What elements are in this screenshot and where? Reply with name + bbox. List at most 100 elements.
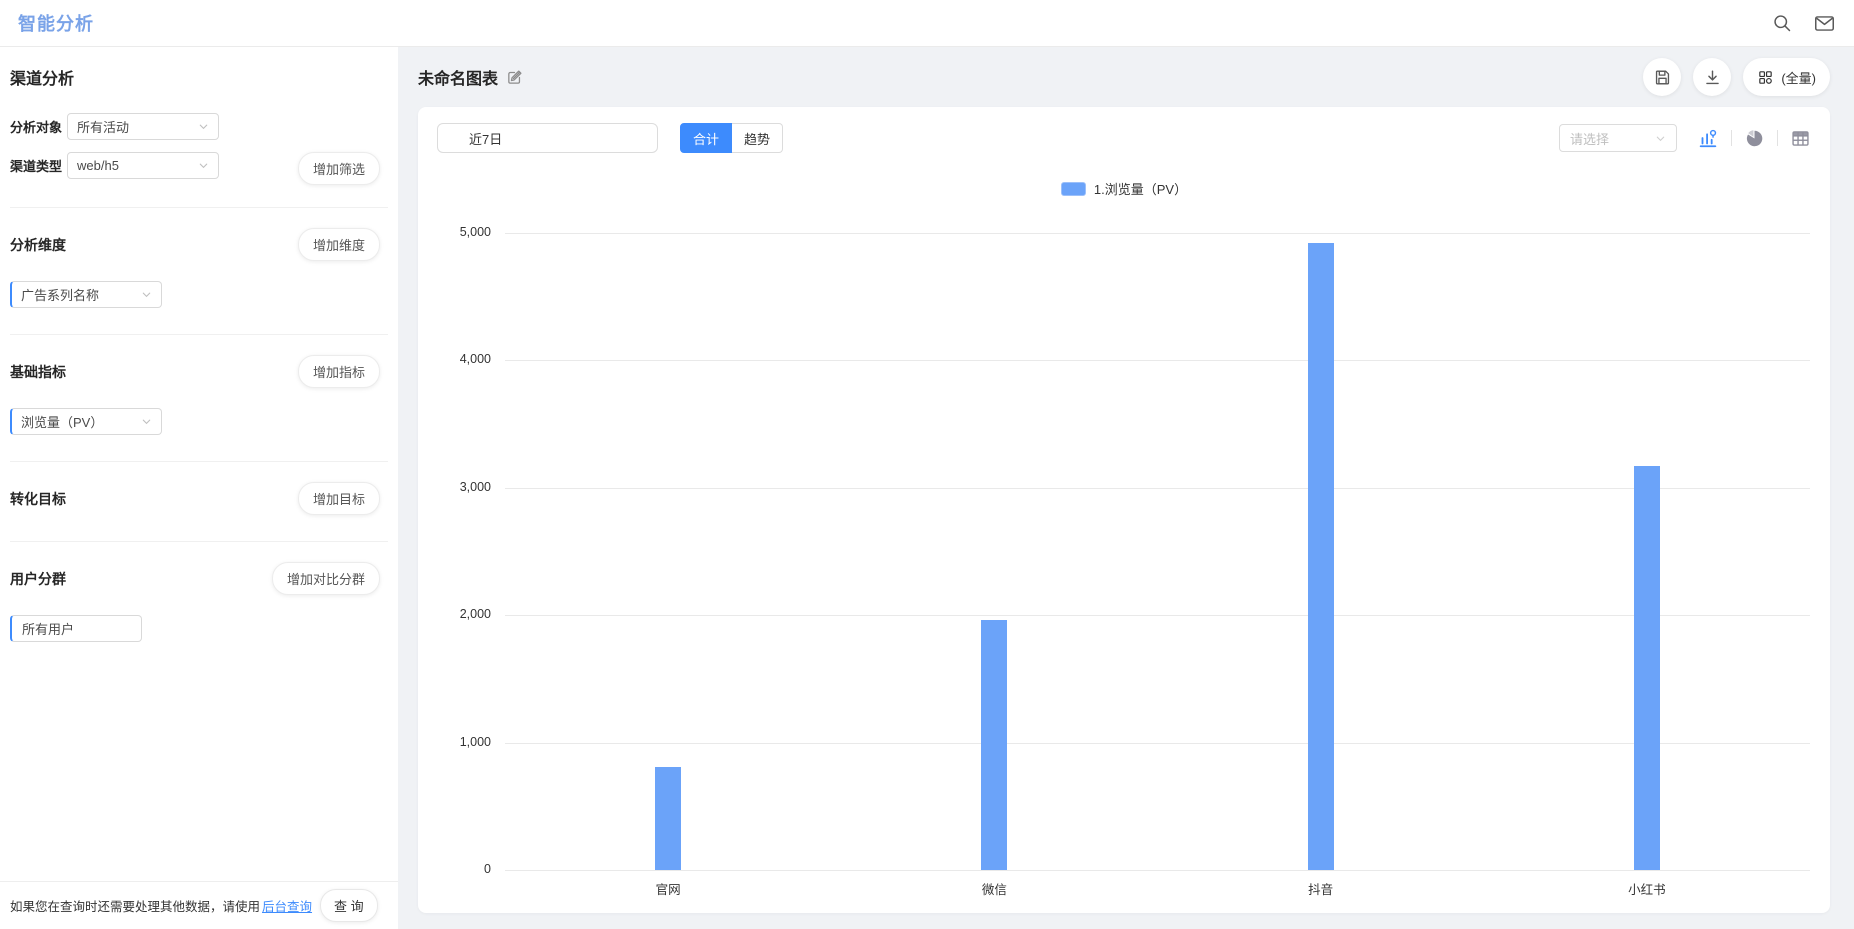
channel-type-value: web/h5 [77, 158, 119, 173]
add-metric-button[interactable]: 增加指标 [297, 355, 380, 388]
gridline: 2,000 [460, 607, 1810, 621]
legend-color-chip [1060, 181, 1086, 196]
cohort-body: 所有用户 [10, 615, 388, 642]
bar-band: 抖音 [1158, 233, 1484, 897]
cohort-title: 用户分群 [10, 570, 66, 587]
edit-icon[interactable] [506, 69, 523, 86]
cohort-value: 所有用户 [22, 622, 75, 637]
save-icon [1653, 68, 1672, 87]
x-axis-label: 官网 [655, 883, 681, 897]
bar-band: 官网 [505, 233, 831, 897]
chevron-down-icon [198, 160, 209, 171]
mail-icon[interactable] [1813, 13, 1836, 34]
sidebar-title: 渠道分析 [10, 71, 75, 88]
y-axis-tick: 0 [484, 862, 491, 876]
divider [10, 334, 388, 335]
pie-chart-icon[interactable] [1744, 128, 1765, 149]
tab-trend[interactable]: 趋势 [732, 123, 784, 153]
main-area: 未命名图表 [398, 47, 1854, 929]
analysis-object-value: 所有活动 [77, 120, 130, 135]
chevron-down-icon [141, 416, 152, 427]
y-axis-tick: 4,000 [459, 352, 491, 367]
channel-type-select[interactable]: web/h5 [67, 152, 219, 179]
bar-weixin[interactable] [981, 620, 1008, 870]
gridline: 1,000 [460, 735, 1810, 749]
goal-title: 转化目标 [10, 490, 66, 507]
query-button[interactable]: 查 询 [320, 889, 378, 922]
metric-section-head: 基础指标 增加指标 [10, 355, 388, 388]
chevron-down-icon [1655, 133, 1666, 144]
y-axis-tick: 1,000 [459, 734, 491, 749]
bar-chart-icon[interactable] [1697, 127, 1719, 149]
analysis-object-row: 分析对象 所有活动 [10, 113, 388, 140]
x-axis-label: 小红书 [1628, 883, 1666, 897]
backend-query-link[interactable]: 后台查询 [262, 900, 313, 914]
gridline: 3,000 [460, 480, 1810, 494]
bar-band: 微信 [831, 233, 1157, 897]
table-icon[interactable] [1790, 128, 1811, 149]
full-data-label: (全量) [1781, 70, 1816, 86]
bar-band: 小红书 [1484, 233, 1810, 897]
series-select-placeholder: 请选择 [1570, 131, 1610, 147]
dimension-value: 广告系列名称 [21, 288, 100, 303]
cohort-section-head: 用户分群 增加对比分群 [10, 562, 388, 595]
chevron-down-icon [141, 289, 152, 300]
app-header: 智能分析 [0, 0, 1854, 47]
grid-icon [1757, 69, 1774, 86]
legend-label: 1.浏览量（PV） [1093, 182, 1188, 197]
date-range-input[interactable] [437, 123, 658, 153]
metric-title: 基础指标 [10, 363, 66, 380]
gridline: 5,000 [460, 225, 1810, 239]
x-axis-label: 微信 [981, 883, 1007, 897]
series-select[interactable]: 请选择 [1559, 124, 1677, 152]
bar-guanwang[interactable] [655, 766, 682, 870]
y-axis-tick: 5,000 [459, 225, 491, 239]
sidebar-footer: 如果您在查询时还需要处理其他数据，请使用 后台查询 查 询 [0, 881, 398, 929]
bar-douyin[interactable] [1307, 243, 1334, 870]
metric-value: 浏览量（PV） [21, 415, 104, 430]
y-axis-tick: 3,000 [459, 479, 491, 494]
header-icons [1772, 13, 1836, 34]
chart-type-group [1697, 127, 1811, 149]
metric-select[interactable]: 浏览量（PV） [10, 408, 162, 435]
divider [1777, 130, 1778, 146]
divider [1731, 130, 1732, 146]
cohort-value-box[interactable]: 所有用户 [10, 615, 142, 642]
chart-title: 未命名图表 [418, 71, 499, 88]
dimension-body: 广告系列名称 [10, 281, 388, 308]
add-filter-button[interactable]: 增加筛选 [297, 152, 380, 185]
metric-body: 浏览量（PV） [10, 408, 388, 435]
divider [10, 461, 388, 462]
chart-legend[interactable]: 1.浏览量（PV） [418, 179, 1830, 198]
add-dimension-button[interactable]: 增加维度 [297, 228, 380, 261]
save-button[interactable] [1643, 58, 1682, 96]
dimension-select[interactable]: 广告系列名称 [10, 281, 162, 308]
tab-total[interactable]: 合计 [680, 123, 733, 153]
sidebar-channel-analysis: 渠道分析 分析对象 所有活动 渠道类型 web/h5 增加筛选 分析维度 增加维… [0, 47, 398, 929]
divider [10, 541, 388, 542]
chevron-down-icon [198, 121, 209, 132]
add-goal-button[interactable]: 增加目标 [297, 482, 380, 515]
search-icon[interactable] [1772, 13, 1793, 34]
goal-section-head: 转化目标 增加目标 [10, 482, 388, 515]
plot-area: 5,000 4,000 3,000 2,000 1,000 0 官网 微信 抖音 [460, 225, 1810, 897]
chart-panel: 合计 趋势 请选择 [418, 107, 1830, 913]
divider [10, 207, 388, 208]
download-icon [1703, 68, 1722, 87]
dimension-title: 分析维度 [10, 236, 66, 253]
download-button[interactable] [1693, 58, 1732, 96]
analysis-object-select[interactable]: 所有活动 [67, 113, 219, 140]
dimension-section-head: 分析维度 增加维度 [10, 228, 388, 261]
gridline: 4,000 [460, 352, 1810, 366]
channel-type-row: 渠道类型 web/h5 增加筛选 [10, 152, 388, 185]
chart-toolbar: 合计 趋势 请选择 [437, 123, 1811, 153]
chart-actions: (全量) [1643, 58, 1830, 96]
footer-hint: 如果您在查询时还需要处理其他数据，请使用 [10, 900, 261, 914]
gridline: 0 [484, 862, 1810, 876]
channel-type-label: 渠道类型 [10, 159, 63, 174]
bar-xiaohongshu[interactable] [1633, 466, 1660, 870]
full-data-button[interactable]: (全量) [1743, 58, 1830, 96]
view-mode-segment: 合计 趋势 [680, 123, 784, 153]
analysis-object-label: 分析对象 [10, 120, 63, 135]
add-cohort-button[interactable]: 增加对比分群 [271, 562, 380, 595]
